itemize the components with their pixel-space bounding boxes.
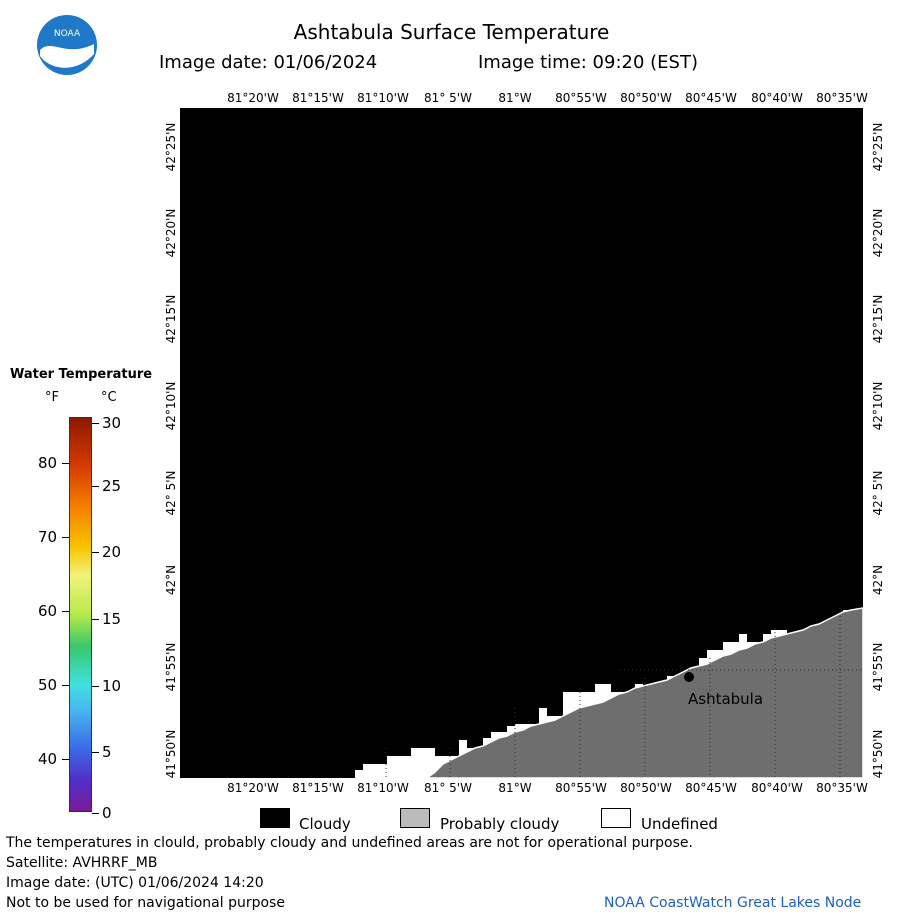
undefined-swatch: [601, 808, 631, 828]
lat-label: 42°25'N: [871, 122, 885, 172]
svg-text:NOAA: NOAA: [54, 29, 81, 39]
undefined-label: Undefined: [641, 815, 718, 833]
celsius-tick-mark: [92, 686, 99, 687]
temperature-colorbar: [69, 417, 92, 812]
lon-label: 80°55'W: [555, 91, 607, 105]
probably-cloudy-area: [425, 607, 863, 778]
lat-label: 42° 5'N: [871, 470, 885, 516]
lon-label: 81°10'W: [357, 91, 409, 105]
celsius-tick-mark: [92, 423, 99, 424]
lat-label: 42°10'N: [164, 381, 178, 431]
page-title: Ashtabula Surface Temperature: [293, 20, 610, 44]
celsius-tick-label: 0: [102, 804, 112, 822]
celsius-tick-label: 25: [102, 477, 122, 495]
lon-label: 81° 5'W: [424, 781, 472, 795]
navigation-warning: Not to be used for navigational purpose: [6, 895, 285, 911]
lon-label: 80°40'W: [751, 91, 803, 105]
lat-label: 42°15'N: [164, 294, 178, 344]
celsius-tick-label: 10: [102, 677, 122, 695]
surface-temperature-map: [180, 108, 863, 778]
lon-label: 81°10'W: [357, 781, 409, 795]
celsius-tick-mark: [92, 552, 99, 553]
celsius-tick-mark: [92, 619, 99, 620]
lon-label: 80°50'W: [620, 781, 672, 795]
lat-label: 41°50'N: [164, 729, 178, 779]
lon-label: 81°W: [498, 781, 532, 795]
noaa-logo: NOAA: [37, 15, 97, 75]
cloudy-swatch: [260, 808, 290, 828]
fahrenheit-tick-mark: [62, 685, 69, 686]
celsius-tick-label: 30: [102, 414, 122, 432]
cloudy-label: Cloudy: [299, 815, 351, 833]
lon-label: 80°35'W: [816, 781, 868, 795]
graticule: [385, 608, 863, 778]
lon-label: 81°W: [498, 91, 532, 105]
fahrenheit-tick-mark: [62, 463, 69, 464]
fahrenheit-tick-label: 60: [38, 602, 58, 620]
lon-label: 80°50'W: [620, 91, 672, 105]
lat-label: 41°55'N: [164, 642, 178, 692]
image-date: Image date: 01/06/2024: [159, 52, 378, 73]
fahrenheit-tick-mark: [62, 611, 69, 612]
lat-label: 42°20'N: [871, 208, 885, 258]
lat-label: 42°15'N: [871, 294, 885, 344]
ashtabula-marker: [684, 672, 694, 682]
fahrenheit-tick-label: 50: [38, 676, 58, 694]
celsius-tick-label: 15: [102, 610, 122, 628]
image-time: Image time: 09:20 (EST): [478, 52, 698, 73]
legend-title: Water Temperature: [10, 367, 153, 382]
celsius-tick-label: 20: [102, 543, 122, 561]
lon-label: 80°55'W: [555, 781, 607, 795]
lat-label: 42° 5'N: [164, 470, 178, 516]
lon-label: 81°20'W: [227, 91, 279, 105]
lon-label: 81° 5'W: [424, 91, 472, 105]
celsius-tick-mark: [92, 813, 99, 814]
lon-label: 81°15'W: [292, 91, 344, 105]
fahrenheit-tick-label: 40: [38, 750, 58, 768]
fahrenheit-tick-mark: [62, 537, 69, 538]
unit-celsius: °C: [101, 390, 117, 405]
probably-cloudy-swatch: [400, 808, 430, 828]
lat-label: 42°25'N: [164, 122, 178, 172]
unit-fahrenheit: °F: [45, 390, 59, 405]
celsius-tick-mark: [92, 486, 99, 487]
fahrenheit-tick-label: 70: [38, 528, 58, 546]
lat-label: 42°N: [871, 564, 885, 596]
lon-label: 80°45'W: [685, 91, 737, 105]
fahrenheit-tick-mark: [62, 759, 69, 760]
celsius-tick-mark: [92, 752, 99, 753]
lon-label: 80°35'W: [816, 91, 868, 105]
place-label: Ashtabula: [688, 690, 764, 708]
lat-label: 41°50'N: [871, 729, 885, 779]
fahrenheit-tick-label: 80: [38, 454, 58, 472]
lat-label: 42°20'N: [164, 208, 178, 258]
disclaimer-line: The temperatures in clould, probably clo…: [6, 835, 693, 851]
celsius-tick-label: 5: [102, 743, 112, 761]
lat-label: 42°10'N: [871, 381, 885, 431]
satellite-line: Satellite: AVHRRF_MB: [6, 855, 158, 871]
lon-label: 81°20'W: [227, 781, 279, 795]
probably-cloudy-label: Probably cloudy: [440, 815, 560, 833]
lon-label: 80°40'W: [751, 781, 803, 795]
lon-label: 80°45'W: [685, 781, 737, 795]
noaa-credit: NOAA CoastWatch Great Lakes Node: [604, 895, 862, 911]
lat-label: 42°N: [164, 564, 178, 596]
utc-date-line: Image date: (UTC) 01/06/2024 14:20: [6, 875, 264, 891]
lat-label: 41°55'N: [871, 642, 885, 692]
lon-label: 81°15'W: [292, 781, 344, 795]
